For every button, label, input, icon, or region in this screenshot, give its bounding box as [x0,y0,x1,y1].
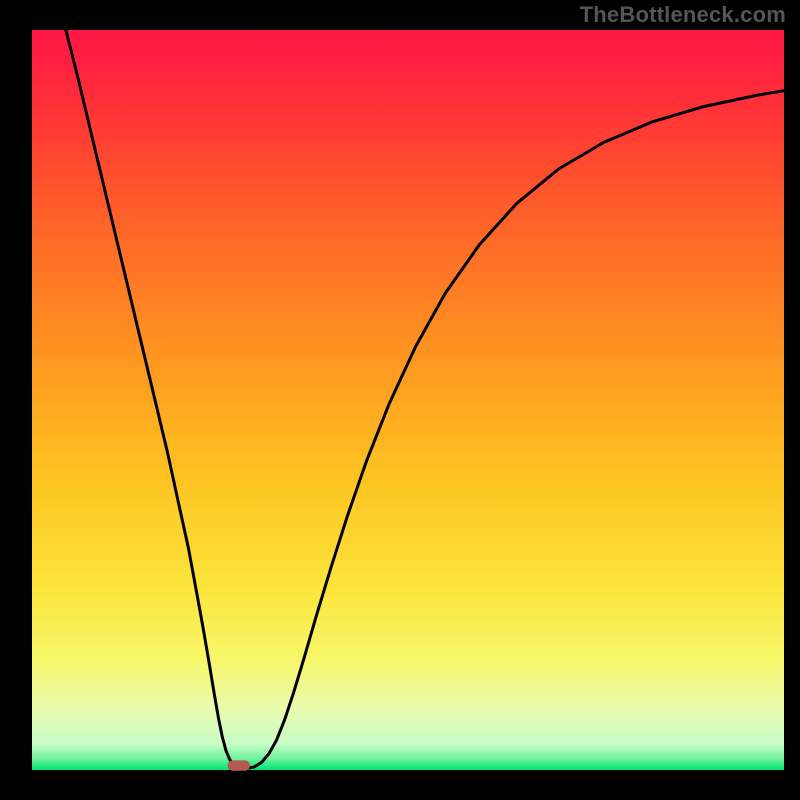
gradient-background [32,30,784,770]
optimum-marker [228,760,251,770]
chart-svg [0,0,800,800]
bottleneck-chart [0,0,800,800]
watermark-text: TheBottleneck.com [580,2,786,28]
